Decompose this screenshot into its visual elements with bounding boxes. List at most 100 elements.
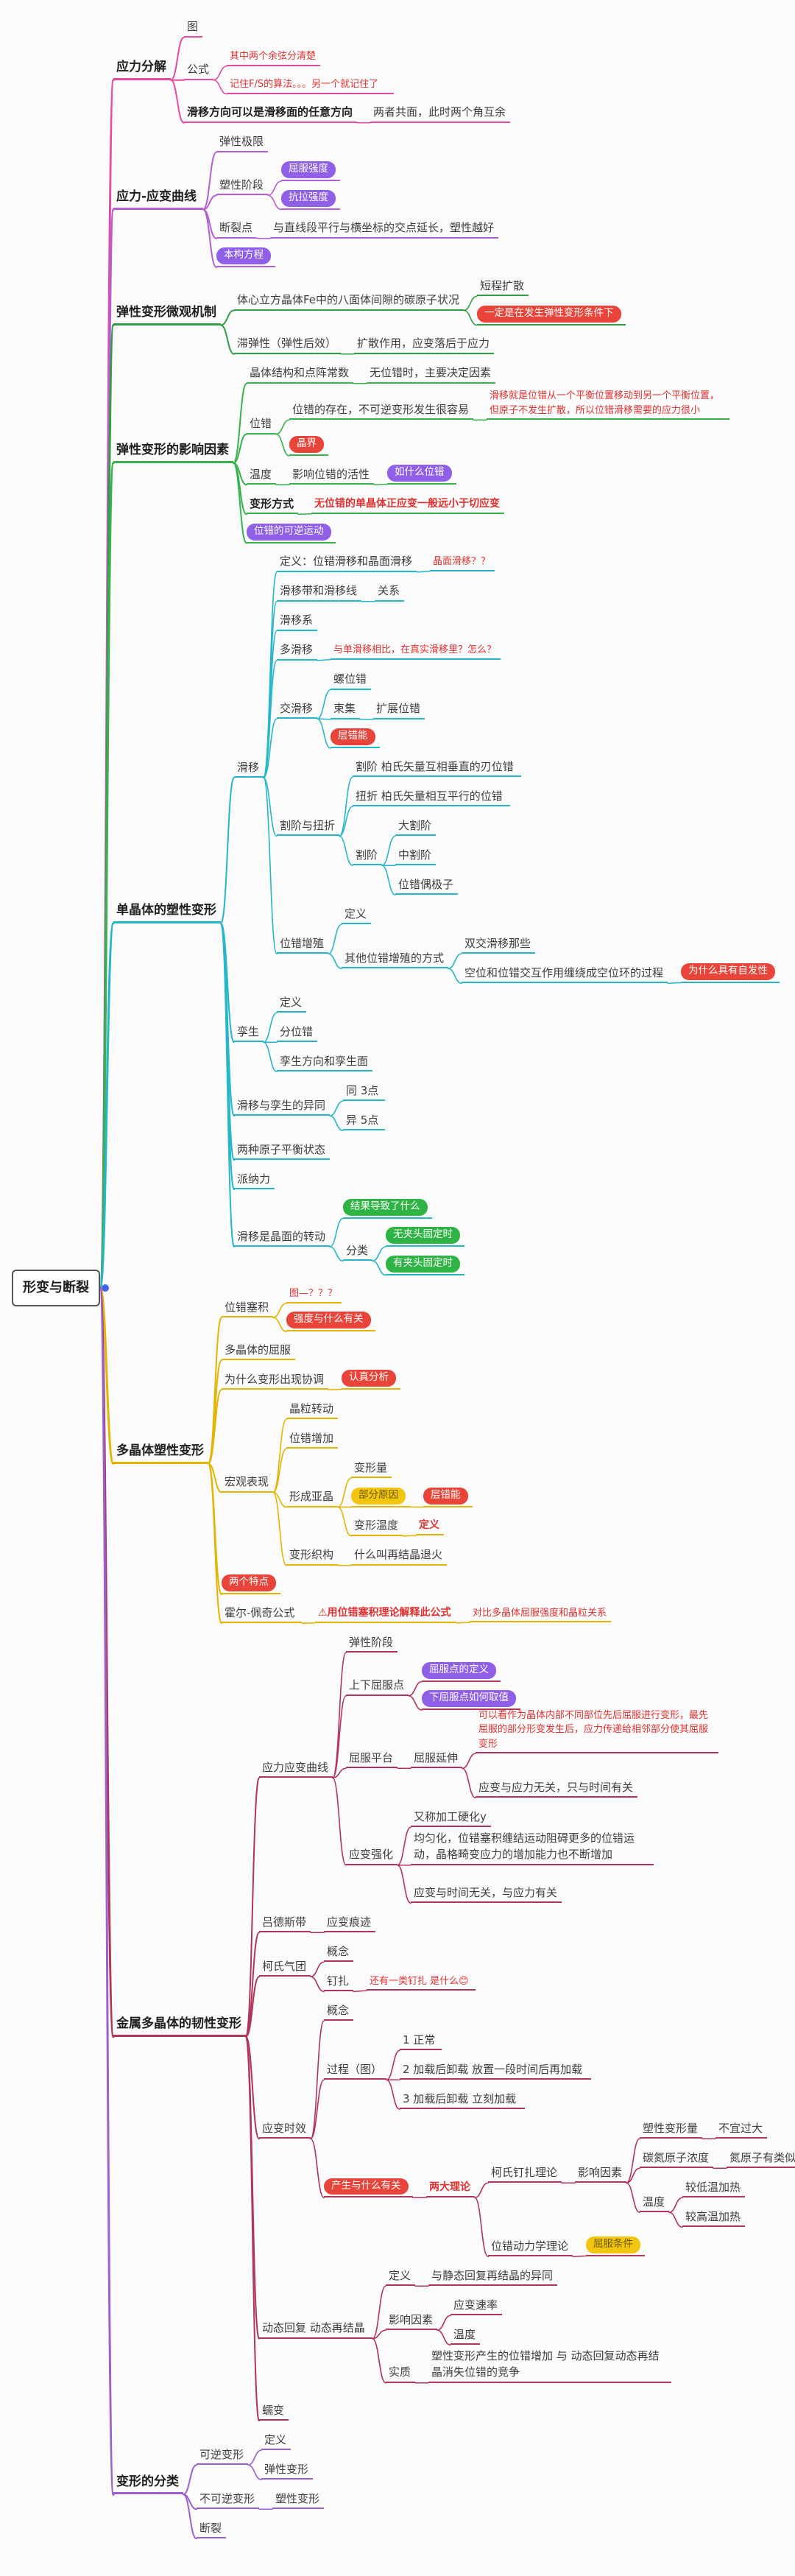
- mindmap-node[interactable]: 孪生方向和孪生面: [277, 1047, 372, 1072]
- mindmap-node[interactable]: 霍尔-佩奇公式: [222, 1599, 302, 1624]
- mindmap-node[interactable]: 同 3点: [343, 1077, 385, 1102]
- mindmap-node[interactable]: 两大理论: [426, 2174, 475, 2198]
- mindmap-node[interactable]: 割阶与扭折: [277, 812, 339, 837]
- mindmap-node[interactable]: 温度: [451, 2320, 480, 2346]
- mindmap-node[interactable]: 较低温加热: [682, 2173, 745, 2198]
- mindmap-node[interactable]: 一定是在发生弹性变形条件下: [477, 302, 626, 325]
- mindmap-node[interactable]: 孪生: [234, 1018, 264, 1043]
- mindmap-node[interactable]: 断裂: [197, 2514, 226, 2539]
- mindmap-node[interactable]: 位错: [247, 410, 276, 434]
- mindmap-node[interactable]: 形成亚晶: [286, 1483, 338, 1507]
- mindmap-node[interactable]: 位错塞积: [222, 1293, 273, 1317]
- mindmap-node[interactable]: 晶粒转动: [286, 1395, 338, 1420]
- mindmap-node[interactable]: 屈服条件: [586, 2233, 645, 2256]
- mindmap-node[interactable]: 滑移是晶面的转动: [234, 1222, 330, 1247]
- mindmap-node[interactable]: 层错能: [331, 725, 380, 748]
- mindmap-node[interactable]: 对比多晶体屈服强度和晶粒关系: [470, 1600, 611, 1623]
- mindmap-node[interactable]: 较高温加热: [682, 2203, 745, 2228]
- branch-topic[interactable]: 应力-应变曲线: [113, 184, 203, 210]
- mindmap-node[interactable]: 滑移带和滑移线: [277, 577, 361, 602]
- mindmap-node[interactable]: 位错的存在，不可逆变形发生很容易: [289, 395, 473, 420]
- mindmap-node[interactable]: 无位错的单晶体正应变一般远小于切应变: [311, 490, 504, 514]
- mindmap-node[interactable]: 为什么变形出现协调: [222, 1365, 328, 1390]
- mindmap-node[interactable]: 屈服强度: [281, 158, 340, 181]
- mindmap-node[interactable]: 短程扩散: [477, 272, 529, 297]
- mindmap-node[interactable]: 两种原子平衡状态: [234, 1136, 330, 1161]
- mindmap-node[interactable]: 异 5点: [343, 1106, 385, 1131]
- collapse-dot[interactable]: [102, 1284, 109, 1292]
- mindmap-node[interactable]: 扩展位错: [373, 695, 425, 719]
- mindmap-node[interactable]: 位错偶极子: [395, 870, 458, 895]
- mindmap-node[interactable]: 1 正常: [400, 2026, 442, 2051]
- mindmap-node[interactable]: 位错动力学理论: [488, 2232, 573, 2257]
- mindmap-node[interactable]: 碳氮原子浓度: [640, 2144, 713, 2169]
- mindmap-node[interactable]: 定义: [416, 1512, 444, 1536]
- mindmap-node[interactable]: 应力应变曲线: [259, 1753, 333, 1778]
- mindmap-node[interactable]: 割阶: [353, 841, 382, 866]
- mindmap-node[interactable]: 抗拉强度: [281, 186, 340, 210]
- mindmap-node[interactable]: 概念: [324, 1996, 353, 2021]
- mindmap-node[interactable]: 束集: [331, 695, 360, 719]
- mindmap-node[interactable]: 扭折 柏氏矢量相互平行的位错: [353, 782, 510, 807]
- mindmap-node[interactable]: 有夹头固定时: [386, 1252, 464, 1275]
- mindmap-node[interactable]: 定义: [386, 2262, 415, 2287]
- mindmap-node[interactable]: 应变强化: [346, 1841, 398, 1865]
- mindmap-node[interactable]: 位错的可逆运动: [247, 520, 336, 543]
- mindmap-node[interactable]: 均匀化，位错塞积缠结运动阻碍更多的位错运动，晶格畸变应力的增加能力也不断增加: [411, 1824, 654, 1865]
- mindmap-node[interactable]: 两个特点: [222, 1572, 280, 1594]
- mindmap-node[interactable]: 交滑移: [277, 694, 317, 719]
- mindmap-node[interactable]: 无夹头固定时: [386, 1224, 464, 1247]
- mindmap-node[interactable]: 应变与时间无关，与应力有关: [411, 1879, 562, 1904]
- branch-topic[interactable]: 弹性变形的影响因素: [113, 437, 233, 463]
- mindmap-node[interactable]: 宏观表现: [222, 1468, 273, 1493]
- branch-topic[interactable]: 金属多晶体的韧性变形: [113, 2011, 246, 2037]
- mindmap-node[interactable]: 其他位错增殖的方式: [342, 944, 448, 969]
- branch-topic[interactable]: 单晶体的塑性变形: [113, 898, 221, 923]
- mindmap-node[interactable]: 滑移: [234, 753, 264, 778]
- mindmap-node[interactable]: 晶面滑移？？: [430, 549, 495, 571]
- mindmap-node[interactable]: 下屈服点如何取值: [422, 1687, 520, 1710]
- mindmap-node[interactable]: 位错增加: [286, 1424, 338, 1449]
- mindmap-node[interactable]: 分类: [343, 1236, 372, 1261]
- mindmap-node[interactable]: 塑性变形产生的位错增加 与 动态回复动态再结晶消失位错的竞争: [428, 2342, 671, 2383]
- mindmap-node[interactable]: 定义: [342, 900, 371, 925]
- mindmap-node[interactable]: 强度与什么有关: [286, 1309, 375, 1331]
- mindmap-node[interactable]: 记住F/S的算法。。。另一个就记住了: [227, 71, 394, 94]
- mindmap-node[interactable]: 多滑移: [277, 636, 317, 661]
- mindmap-node[interactable]: 体心立方晶体Fe中的八面体间隙的碳原子状况: [234, 286, 464, 311]
- mindmap-node[interactable]: 弹性变形: [261, 2455, 313, 2480]
- mindmap-node[interactable]: 与静态回复再结晶的异同: [428, 2262, 557, 2287]
- mindmap-node[interactable]: 弹性阶段: [346, 1628, 398, 1653]
- mindmap-node[interactable]: 上下屈服点: [346, 1672, 409, 1696]
- mindmap-node[interactable]: 关系: [375, 577, 404, 602]
- mindmap-node[interactable]: 实质: [386, 2359, 415, 2383]
- mindmap-node[interactable]: 产生与什么有关: [324, 2175, 413, 2198]
- mindmap-node[interactable]: 动态回复 动态再结晶: [259, 2315, 372, 2339]
- mindmap-node[interactable]: 大割阶: [395, 812, 436, 837]
- mindmap-node[interactable]: 塑性变形: [272, 2485, 324, 2510]
- mindmap-node[interactable]: 变形方式: [247, 490, 298, 515]
- mindmap-node[interactable]: 可逆变形: [197, 2440, 248, 2466]
- mindmap-node[interactable]: 塑性阶段: [216, 171, 268, 196]
- mindmap-node[interactable]: 还有一类钉扎 是什么😊: [367, 1968, 476, 1991]
- mindmap-node[interactable]: 滑移系: [277, 607, 317, 631]
- branch-topic[interactable]: 变形的分类: [113, 2468, 183, 2495]
- mindmap-node[interactable]: 定义: [261, 2426, 291, 2451]
- mindmap-node[interactable]: 与单滑移相比，在真实滑移里？怎么？: [331, 637, 501, 660]
- mindmap-node[interactable]: 晶界: [289, 433, 328, 456]
- mindmap-node[interactable]: 本构方程: [216, 244, 275, 267]
- mindmap-node[interactable]: 分位错: [277, 1018, 317, 1043]
- mindmap-node[interactable]: 影响因素: [575, 2158, 626, 2183]
- mindmap-node[interactable]: 温度: [640, 2188, 669, 2213]
- mindmap-node[interactable]: 温度: [247, 460, 276, 485]
- mindmap-node[interactable]: 塑性变形量: [640, 2114, 702, 2139]
- mindmap-node[interactable]: 定义：位错滑移和晶面滑移: [277, 548, 417, 572]
- mindmap-node[interactable]: 柯氏气团: [259, 1952, 311, 1977]
- mindmap-node[interactable]: 滞弹性（弹性后效）: [234, 330, 341, 354]
- mindmap-node[interactable]: 屈服平台: [346, 1744, 398, 1769]
- mindmap-node[interactable]: 结果导致了什么: [343, 1195, 432, 1219]
- mindmap-node[interactable]: 图—？？？: [286, 1281, 342, 1303]
- mindmap-node[interactable]: 定义: [277, 988, 306, 1013]
- mindmap-node[interactable]: 屈服点的定义: [422, 1658, 501, 1682]
